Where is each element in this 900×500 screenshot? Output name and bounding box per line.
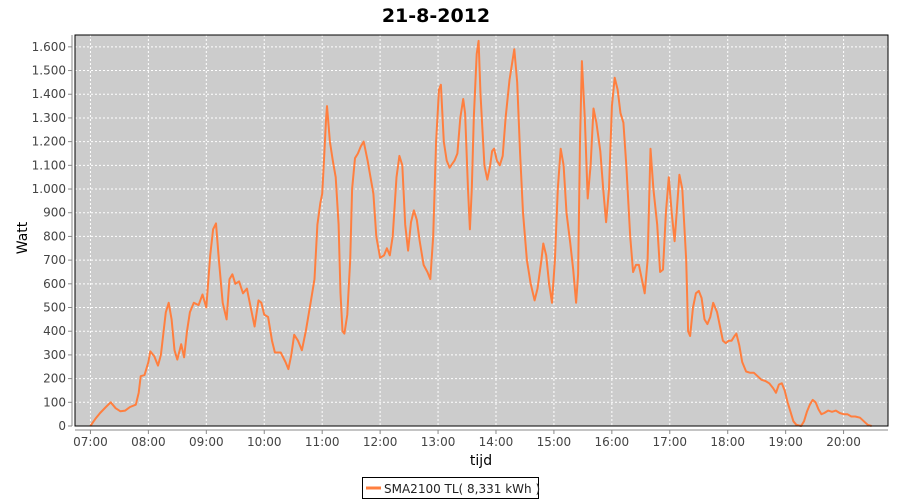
x-tick-label: 20:00 (826, 435, 861, 449)
x-axis: 07:00 08:00 09:00 10:00 11:00 12:00 13:00 14:00… (73, 429, 888, 449)
chart-title: 21-8-2012 (382, 5, 490, 27)
y-tick-label: 600 (43, 277, 66, 291)
y-tick-label: 1.300 (32, 111, 66, 125)
y-tick-label: 800 (43, 229, 66, 243)
x-tick-label: 15:00 (537, 435, 572, 449)
x-tick-label: 07:00 (73, 435, 108, 449)
y-tick-label: 300 (43, 348, 66, 362)
legend: SMA2100 TL( 8,331 kWh ) (362, 477, 540, 499)
x-tick-label: 11:00 (305, 435, 340, 449)
x-tick-label: 13:00 (421, 435, 456, 449)
y-tick-label: 1.400 (32, 87, 66, 101)
y-axis: 0 100 200 300 400 500 600 700 800 900 1.000 1.100 1.… (32, 35, 73, 433)
x-tick-label: 17:00 (652, 435, 687, 449)
y-tick-label: 200 (43, 372, 66, 386)
x-tick-label: 09:00 (189, 435, 224, 449)
y-tick-label: 1.500 (32, 64, 66, 78)
legend-box (362, 477, 539, 499)
x-tick-label: 08:00 (131, 435, 166, 449)
x-tick-label: 14:00 (479, 435, 514, 449)
y-tick-label: 1.100 (32, 158, 66, 172)
x-tick-label: 16:00 (595, 435, 630, 449)
y-tick-label: 1.000 (32, 182, 66, 196)
y-tick-label: 100 (43, 395, 66, 409)
y-tick-label: 900 (43, 206, 66, 220)
y-axis-label: Watt (15, 221, 31, 254)
x-tick-label: 10:00 (247, 435, 282, 449)
x-tick-label: 12:00 (363, 435, 398, 449)
series-layer (74, 34, 889, 427)
x-axis-label: tijd (470, 453, 492, 469)
y-tick-label: 400 (43, 324, 66, 338)
x-tick-label: 18:00 (710, 435, 745, 449)
plot-border (74, 34, 889, 427)
grid-lines (75, 35, 888, 426)
y-tick-label: 1.200 (32, 135, 66, 149)
y-tick-label: 1.600 (32, 40, 66, 54)
series-line (89, 39, 872, 427)
y-tick-label: 700 (43, 253, 66, 267)
legend-label: SMA2100 TL( 8,331 kWh ) (384, 482, 540, 496)
y-tick-label: 500 (43, 301, 66, 315)
plot-area (74, 34, 889, 427)
y-tick-label: 0 (58, 419, 66, 433)
x-tick-label: 19:00 (768, 435, 803, 449)
